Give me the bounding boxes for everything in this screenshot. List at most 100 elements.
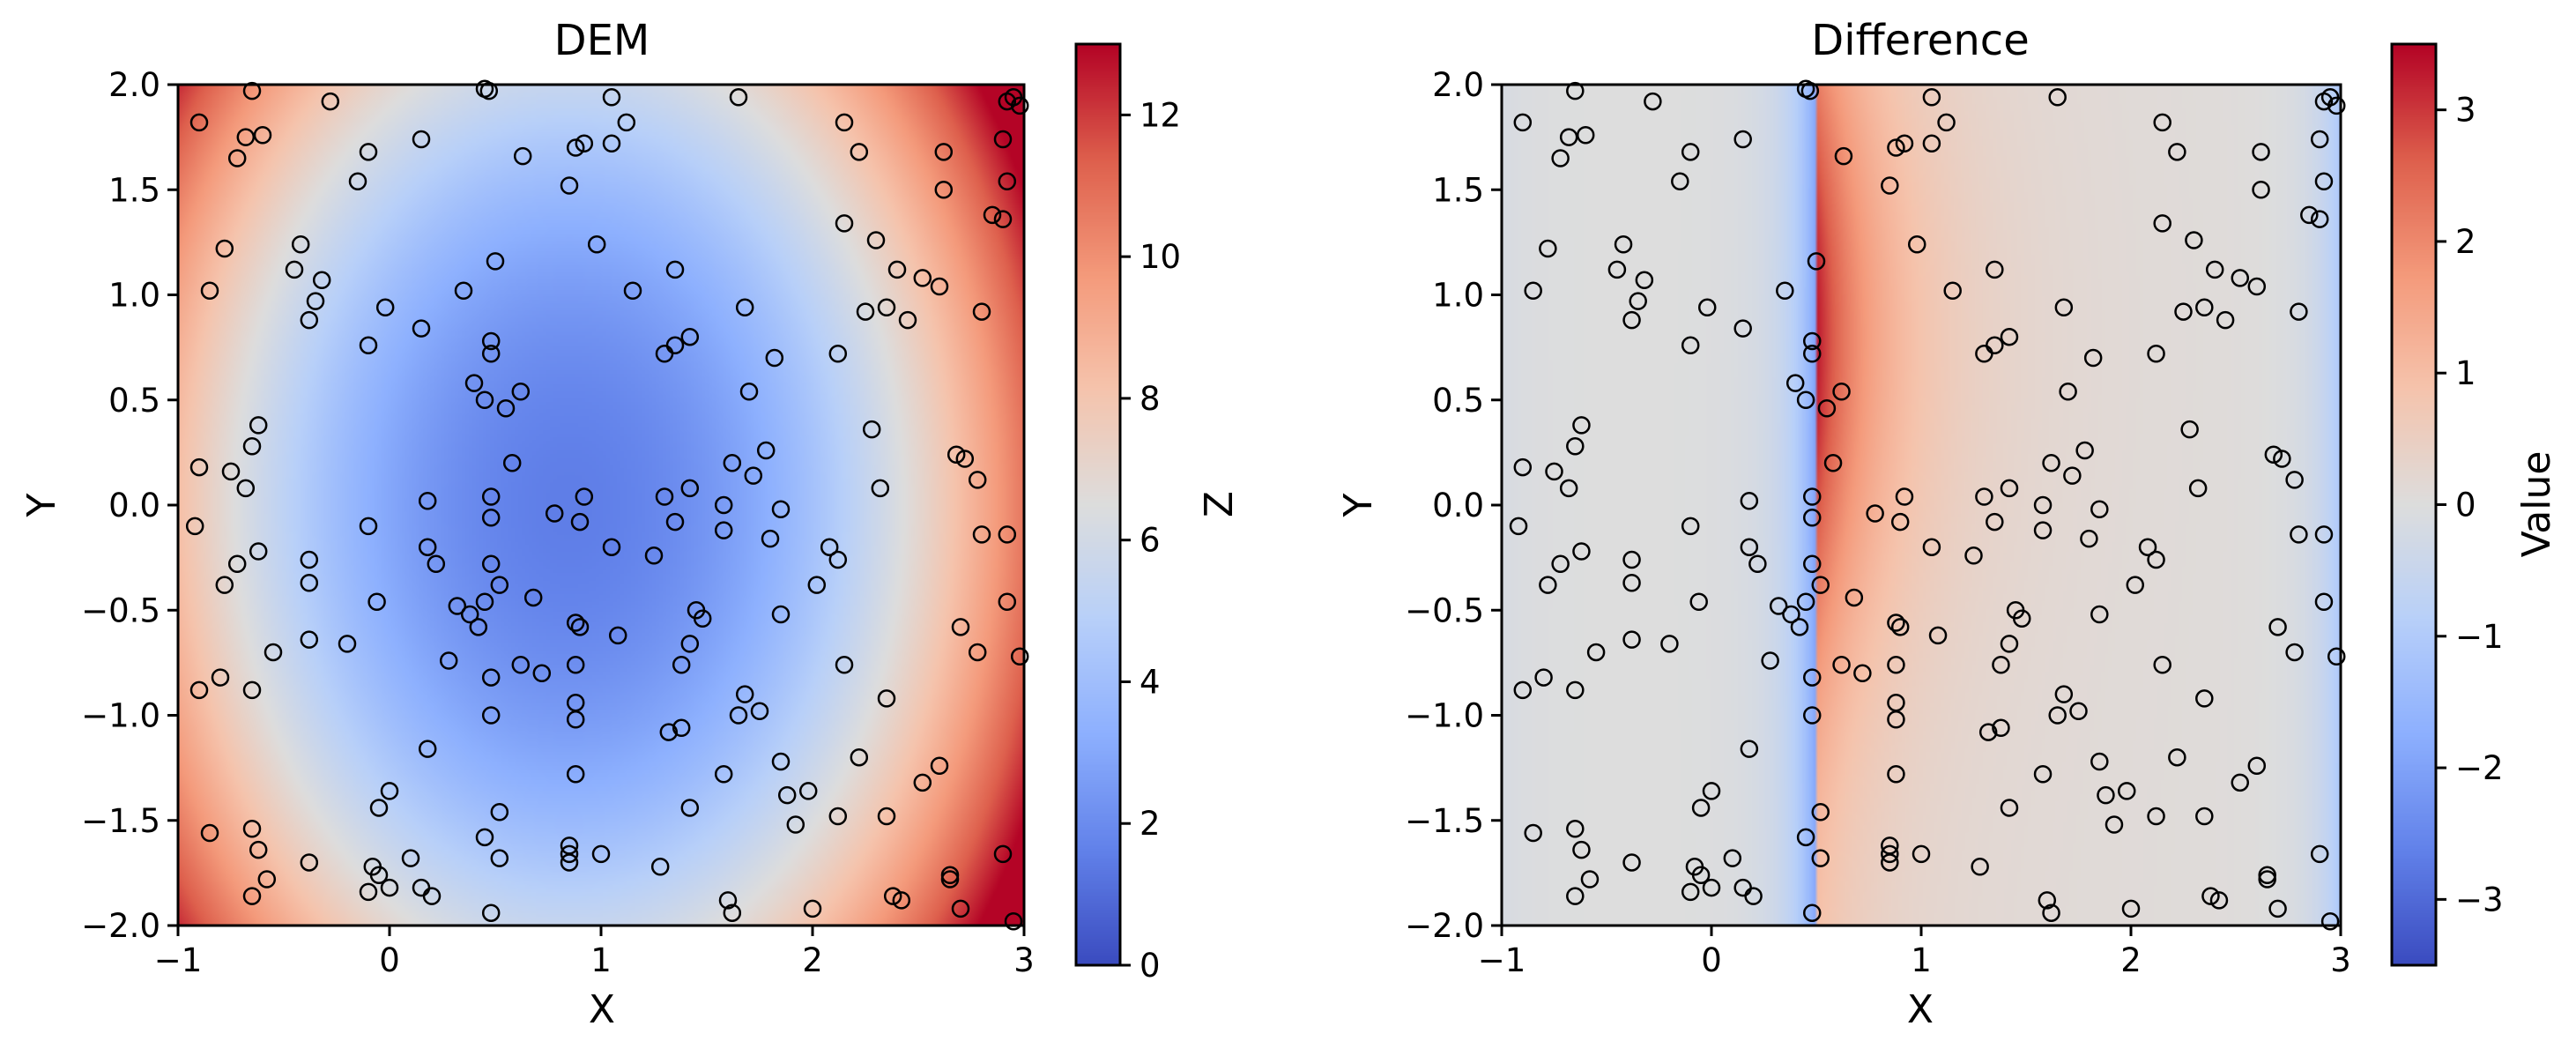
sample-point (200, 823, 219, 843)
sample-point (236, 128, 256, 146)
sample-point (464, 374, 484, 392)
sample-point (1785, 374, 1805, 392)
sample-point (2080, 529, 2098, 548)
sample-point (856, 302, 875, 321)
sample-point (850, 143, 869, 161)
difference-x-tick-label: 3 (2330, 941, 2351, 979)
sample-point (2153, 656, 2171, 674)
sample-point (2216, 310, 2235, 330)
sample-point (2012, 609, 2031, 628)
sample-point (2310, 130, 2329, 149)
sample-point (1740, 538, 1759, 556)
sample-point (369, 799, 389, 817)
difference-colorbar-tick-label: −1 (2455, 618, 2504, 656)
sample-point (602, 88, 621, 107)
sample-point (828, 345, 848, 363)
difference-colorbar-tick-label: 3 (2455, 92, 2476, 130)
sample-point (285, 260, 304, 279)
sample-point (680, 799, 700, 817)
sample-point (566, 656, 585, 674)
sample-point (1761, 651, 1779, 670)
dem-panel: DEM −1 0 1 2 3 −2.0−1.5−1.0−0.50.00.51.01.52… (19, 16, 1242, 1032)
sample-point (803, 899, 822, 918)
dem-colorbar-tick-label: 8 (1140, 380, 1161, 418)
sample-point (2059, 382, 2077, 401)
sample-point (227, 149, 247, 167)
sample-point (1681, 882, 1700, 902)
sample-point (993, 210, 1013, 228)
sample-point (575, 487, 594, 506)
sample-point (1513, 113, 1533, 132)
sample-point (375, 298, 395, 317)
sample-point (1733, 319, 1752, 338)
difference-y-tick-label: −2.0 (1405, 907, 1484, 945)
sample-point (2290, 302, 2308, 321)
sample-point (1895, 134, 1914, 153)
sample-point (2188, 479, 2208, 498)
sample-point (665, 512, 685, 532)
sample-point (481, 706, 501, 725)
sample-point (2063, 466, 2082, 485)
sample-point (1723, 849, 1742, 867)
sample-point (1887, 613, 1905, 632)
sample-point (680, 635, 700, 653)
sample-point (1887, 765, 1905, 784)
dem-y-tick-label: −1.0 (81, 697, 160, 735)
sample-point (215, 239, 234, 258)
dem-y-ticks: −2.0 −1.5 −1.0 −0.5 0.0 0.5 1.0 1.5 2.0 (81, 66, 178, 945)
difference-y-tick-label: 1.5 (1432, 171, 1484, 209)
dem-sample-points (185, 79, 1029, 931)
sample-point (300, 853, 319, 872)
sample-point (1782, 605, 1800, 624)
difference-x-tick-label: 1 (1911, 941, 1932, 979)
difference-colorbar (2392, 44, 2436, 965)
sample-point (2310, 844, 2329, 864)
sample-point (1796, 592, 1815, 611)
sample-point (1922, 134, 1941, 153)
sample-point (1887, 138, 1905, 157)
sample-point (215, 576, 234, 594)
sample-point (460, 605, 479, 624)
sample-point (835, 113, 854, 132)
sample-point (249, 840, 268, 859)
dem-x-label: X (589, 987, 615, 1032)
sample-point (1817, 399, 1837, 418)
sample-point (2168, 143, 2186, 161)
sample-point (359, 336, 378, 354)
sample-point (771, 500, 791, 519)
dem-y-tick-label: −0.5 (81, 591, 160, 629)
sample-point (1551, 554, 1570, 574)
sample-point (1881, 176, 1899, 195)
sample-point (2038, 891, 2057, 910)
sample-point (2314, 592, 2334, 611)
sample-point (469, 618, 488, 636)
sample-point (1769, 597, 1788, 615)
sample-point (1622, 310, 1641, 330)
sample-point (887, 260, 907, 279)
sample-point (1802, 668, 1822, 687)
difference-panel: Difference −1 0 1 2 3 −2.0 −1.5 −1.0 −0.5 0.0 0.5… (1336, 16, 2559, 1032)
sample-point (1644, 92, 1662, 111)
sample-point (1576, 125, 1595, 145)
sample-point (300, 630, 319, 649)
sample-point (2247, 756, 2267, 775)
sample-point (913, 773, 932, 792)
sample-point (1992, 656, 2010, 674)
sample-point (496, 399, 516, 418)
sample-point (2090, 500, 2109, 519)
sample-point (1986, 336, 2004, 354)
sample-point (1832, 656, 1851, 674)
sample-point (828, 807, 848, 826)
dem-x-ticks: −1 0 1 2 3 (154, 926, 1035, 979)
sample-point (750, 702, 769, 720)
sample-point (1800, 81, 1820, 100)
sample-point (1937, 113, 1956, 132)
sample-point (866, 231, 886, 249)
sample-point (2310, 210, 2329, 228)
sample-point (1922, 538, 1941, 556)
sample-point (249, 416, 268, 435)
sample-point (1010, 647, 1029, 665)
sample-point (2054, 298, 2074, 317)
sample-point (2300, 205, 2319, 225)
